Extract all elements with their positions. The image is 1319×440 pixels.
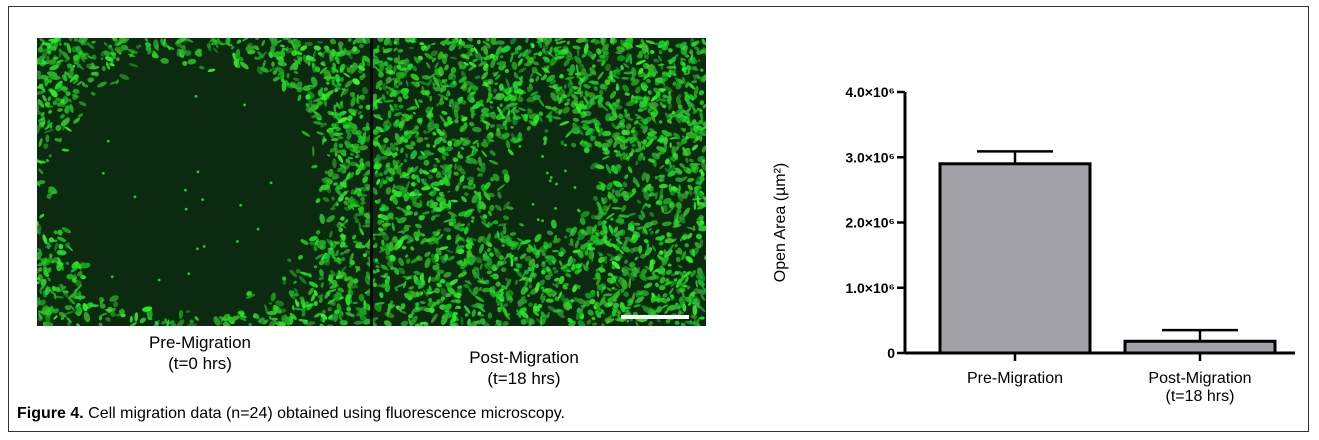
post-migration-image (373, 38, 706, 326)
post-migration-caption-line1: Post-Migration (469, 348, 579, 367)
y-tick-label: 1.0×10⁶ (845, 280, 895, 296)
pre-migration-caption-line2: (t=0 hrs) (168, 354, 232, 373)
y-tick-label: 3.0×10⁶ (845, 149, 895, 165)
pre-migration-caption-line1: Pre-Migration (148, 333, 252, 352)
y-tick-label: 4.0×10⁶ (845, 84, 895, 100)
post-migration-caption-line2: (t=18 hrs) (487, 369, 561, 388)
pre-migration-caption: Pre-Migration (t=0 hrs) (100, 332, 300, 374)
open-area-bar-chart: 0 1.0×10⁶ 2.0×10⁶ 3.0×10⁶ 4.0×10⁶ Open Area (… (772, 84, 1295, 405)
post-migration-caption: Post-Migration (t=18 hrs) (424, 347, 624, 389)
bar (938, 162, 1092, 355)
figure-caption: Figure 4. Cell migration data (n=24) obt… (17, 405, 565, 423)
x-tick-label: Post-Migration (1148, 370, 1251, 387)
pre-migration-image (37, 38, 370, 326)
figure-caption-text: Cell migration data (n=24) obtained usin… (83, 405, 565, 422)
figure-label: Figure 4. (17, 405, 84, 422)
image-divider (370, 38, 373, 326)
x-tick-label: Pre-Migration (967, 370, 1063, 387)
figure-frame (8, 6, 1309, 432)
bar (1123, 339, 1277, 355)
y-axis-label: Open Area (µm²) (772, 163, 789, 282)
x-tick-label: (t=18 hrs) (1166, 388, 1235, 405)
y-tick-label: 0 (887, 345, 895, 361)
y-tick-label: 2.0×10⁶ (845, 215, 895, 231)
